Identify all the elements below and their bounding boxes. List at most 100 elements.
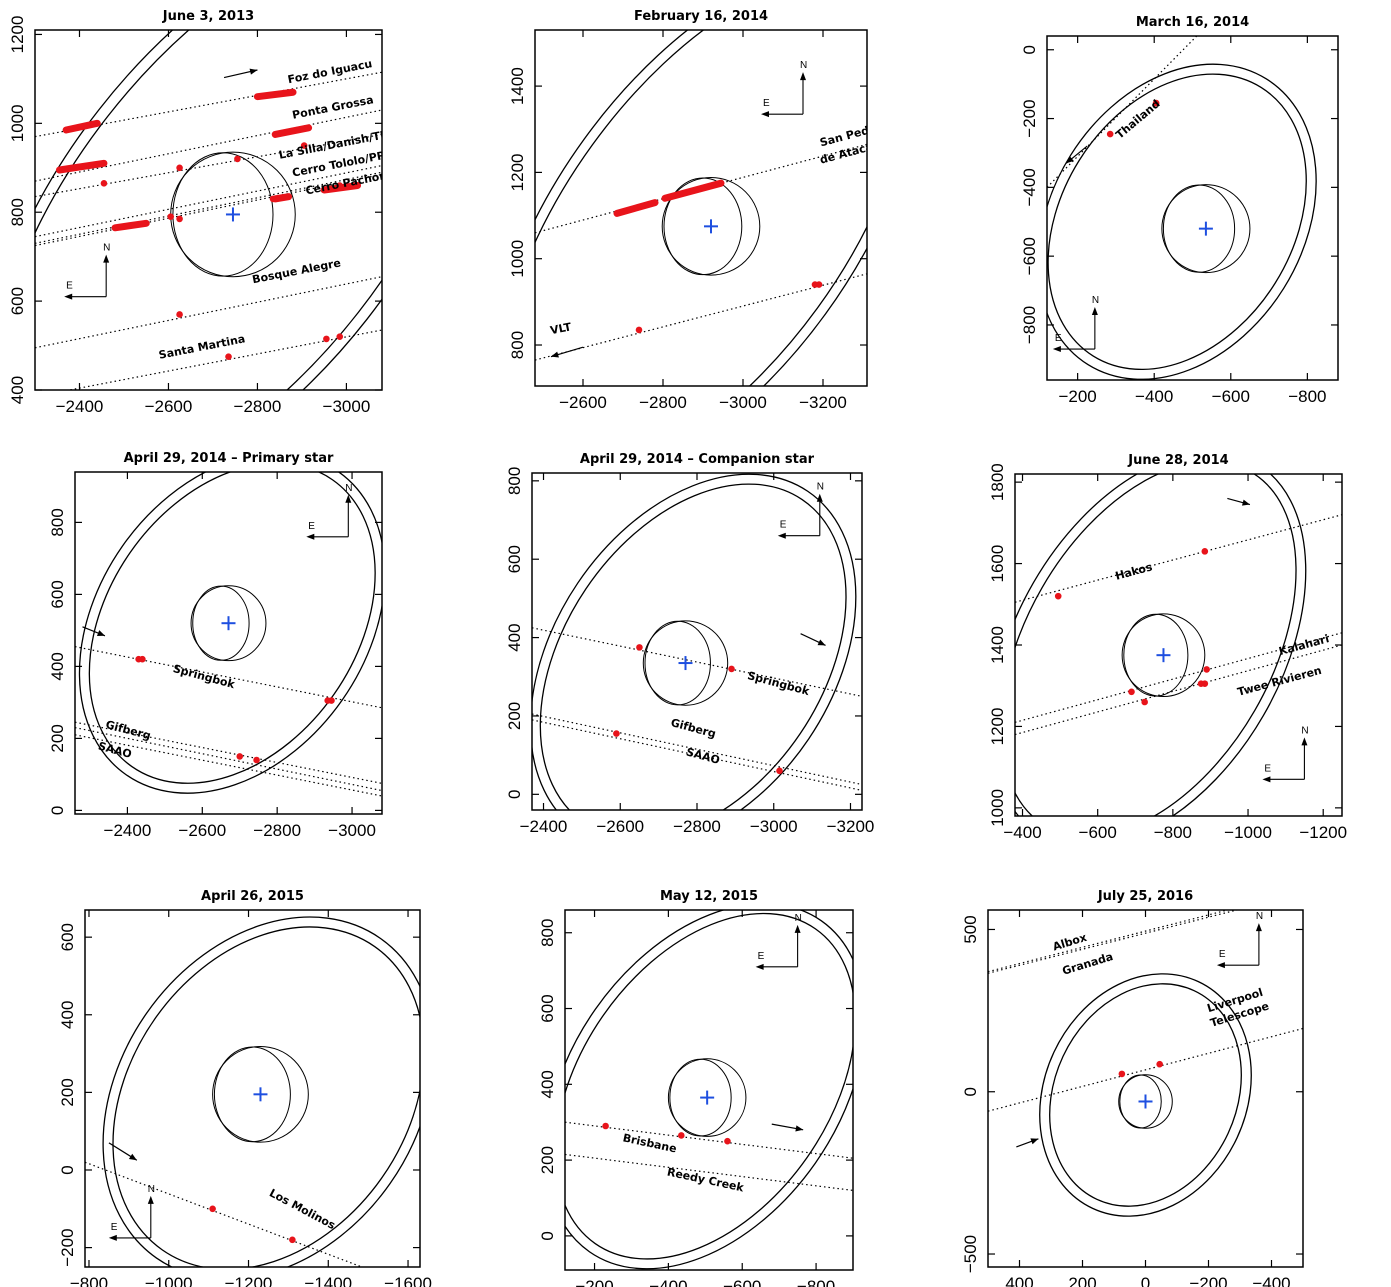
y-tick-label: 600 — [538, 994, 557, 1022]
chord-label: Los Molinos — [267, 1186, 338, 1232]
plot-frame — [534, 29, 868, 387]
compass-east-label: E — [1055, 333, 1062, 344]
compass-east-head — [64, 293, 73, 300]
ring-inner — [1049, 983, 1242, 1207]
plot-frame — [564, 909, 854, 1271]
detection-point — [176, 311, 183, 318]
motion-arrowhead — [96, 630, 105, 636]
detection-point — [1054, 592, 1062, 600]
detection-segment — [271, 193, 293, 203]
chord-label: Granada — [1061, 950, 1115, 978]
y-tick-label: 0 — [538, 1231, 557, 1240]
y-tick-label: 800 — [48, 508, 67, 536]
x-tick-label: −2400 — [104, 821, 152, 840]
y-tick-label: 200 — [505, 702, 524, 730]
compass-north-label: N — [817, 482, 824, 493]
body-terminator — [213, 1046, 291, 1143]
detection-segment — [271, 124, 313, 138]
detection-point — [1118, 1070, 1126, 1078]
x-tick-label: −3000 — [328, 821, 376, 840]
x-tick-label: −600 — [723, 1277, 761, 1287]
compass-east-head — [777, 532, 786, 539]
plot-area: Los Molinos — [85, 916, 420, 1267]
chord-label: SAAO — [97, 740, 134, 761]
panel-title: June 3, 2013 — [162, 9, 254, 24]
detection-point — [1106, 130, 1114, 138]
detection-point — [323, 335, 330, 343]
detection-point — [176, 164, 183, 172]
ring-inner — [1047, 73, 1307, 371]
ring-outer — [35, 30, 382, 390]
plot-frame — [987, 909, 1304, 1268]
chord-line — [1047, 36, 1198, 188]
chord-label: Twee Rivieren — [1236, 664, 1323, 699]
body-disk — [1161, 184, 1251, 274]
y-tick-label: 400 — [58, 1001, 77, 1029]
x-tick-label: 400 — [1005, 1274, 1033, 1287]
compass-north-head — [1301, 737, 1308, 746]
detection-point — [613, 730, 620, 737]
plot-frame — [74, 471, 383, 815]
y-tick-label: 1400 — [988, 626, 1007, 664]
chord-line — [75, 727, 382, 792]
panel-title: June 28, 2014 — [1127, 453, 1228, 468]
x-tick-label: −200 — [1189, 1274, 1227, 1287]
chord-line — [532, 627, 862, 697]
compass-north-head — [794, 924, 801, 933]
detection-point — [1141, 698, 1148, 706]
detection-point — [678, 1132, 685, 1139]
chord-label: Thailand — [1113, 97, 1162, 141]
detection-point — [1201, 548, 1209, 555]
y-tick-label: 1000 — [8, 104, 27, 142]
detection-point — [336, 333, 344, 340]
y-tick-label: 1400 — [508, 67, 527, 105]
compass-north-label: N — [103, 243, 110, 254]
detection-point — [602, 1122, 609, 1130]
chord-line — [988, 1027, 1303, 1112]
x-tick-label: −1000 — [145, 1274, 193, 1287]
y-tick-label: 600 — [505, 545, 524, 573]
detection-segment — [62, 119, 101, 134]
chord-line — [35, 173, 382, 247]
motion-arrowhead — [249, 68, 258, 75]
panel-5: April 29, 2014 – Companion star Springbok… — [505, 452, 874, 836]
panel-6: June 28, 2014 Hakos Kalahari Twee Rivieren N… — [988, 453, 1347, 842]
panel-9: July 25, 2016 AlboxGranadaLiverpoolTelesc… — [961, 889, 1304, 1287]
y-tick-label: 200 — [58, 1078, 77, 1106]
x-tick-label: −2600 — [178, 821, 226, 840]
panel-title: July 25, 2016 — [1097, 889, 1193, 904]
x-tick-label: −800 — [70, 1274, 108, 1287]
chord-line — [35, 171, 382, 244]
body-terminator — [192, 585, 250, 661]
x-tick-label: −2600 — [559, 393, 607, 412]
chord-line — [535, 273, 867, 361]
chord-label: Albox — [1051, 931, 1088, 954]
detection-point — [176, 215, 183, 223]
ring-outer — [78, 472, 382, 794]
ring-outer — [102, 916, 420, 1267]
detection-point — [1152, 99, 1160, 107]
motion-arrowhead — [817, 639, 826, 646]
compass-north-label: N — [800, 60, 807, 71]
compass-north-head — [345, 494, 352, 503]
x-tick-label: −2800 — [253, 821, 301, 840]
chord-label: Foz do Iguacu — [287, 57, 374, 86]
x-tick-label: −200 — [1058, 387, 1096, 406]
y-tick-label: 600 — [58, 923, 77, 951]
y-tick-label: 400 — [538, 1070, 557, 1098]
detection-point — [1128, 688, 1135, 696]
body-disk — [667, 1058, 747, 1137]
detection-point — [289, 1236, 296, 1244]
chord-line — [565, 1153, 853, 1192]
x-tick-label: −2600 — [596, 817, 644, 836]
chord-line — [85, 1161, 364, 1267]
detection-point — [225, 353, 232, 360]
plot-frame — [34, 29, 383, 391]
y-tick-label: 800 — [505, 467, 524, 495]
x-tick-label: −2400 — [56, 397, 104, 416]
y-tick-label: 1200 — [988, 708, 1007, 746]
y-tick-label: 800 — [538, 919, 557, 947]
